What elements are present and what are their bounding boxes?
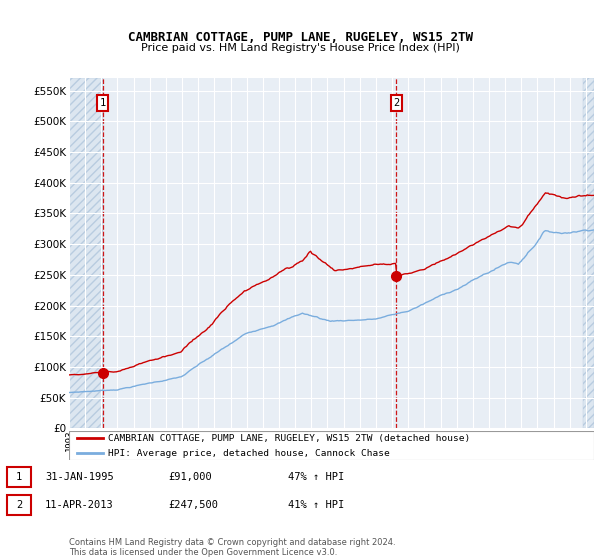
Text: £247,500: £247,500 — [168, 500, 218, 510]
Text: 31-JAN-1995: 31-JAN-1995 — [45, 472, 114, 482]
Text: Price paid vs. HM Land Registry's House Price Index (HPI): Price paid vs. HM Land Registry's House … — [140, 43, 460, 53]
Text: Contains HM Land Registry data © Crown copyright and database right 2024.
This d: Contains HM Land Registry data © Crown c… — [69, 538, 395, 557]
Text: 2: 2 — [394, 98, 400, 108]
Text: 2: 2 — [16, 500, 22, 510]
Text: 1: 1 — [100, 98, 106, 108]
Text: 47% ↑ HPI: 47% ↑ HPI — [288, 472, 344, 482]
Text: £91,000: £91,000 — [168, 472, 212, 482]
Text: HPI: Average price, detached house, Cannock Chase: HPI: Average price, detached house, Cann… — [109, 449, 390, 458]
Bar — [69, 78, 103, 428]
Bar — [583, 78, 594, 428]
Text: 41% ↑ HPI: 41% ↑ HPI — [288, 500, 344, 510]
Text: 1: 1 — [16, 472, 22, 482]
Text: CAMBRIAN COTTAGE, PUMP LANE, RUGELEY, WS15 2TW (detached house): CAMBRIAN COTTAGE, PUMP LANE, RUGELEY, WS… — [109, 434, 470, 443]
Text: CAMBRIAN COTTAGE, PUMP LANE, RUGELEY, WS15 2TW: CAMBRIAN COTTAGE, PUMP LANE, RUGELEY, WS… — [128, 31, 473, 44]
FancyBboxPatch shape — [69, 431, 594, 460]
Text: 11-APR-2013: 11-APR-2013 — [45, 500, 114, 510]
